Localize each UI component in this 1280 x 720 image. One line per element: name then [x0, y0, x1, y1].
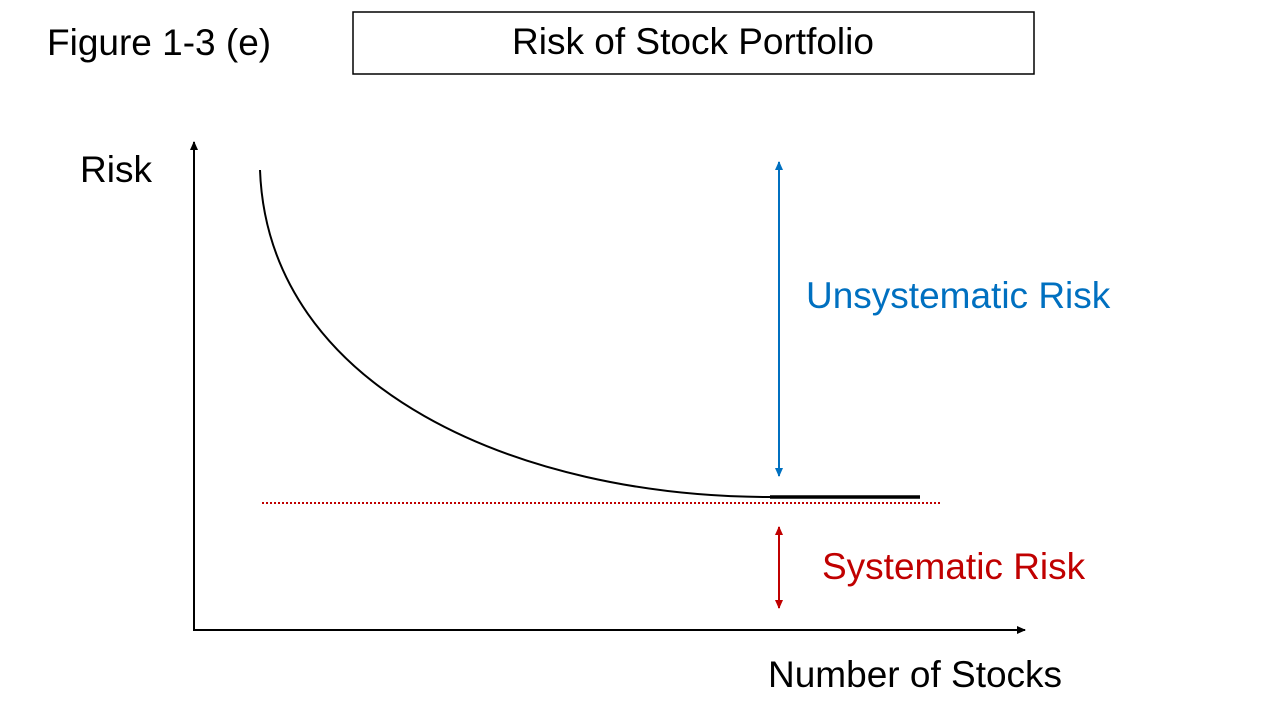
title: Risk of Stock Portfolio: [512, 21, 874, 62]
x-axis-label: Number of Stocks: [768, 654, 1062, 695]
figure-label: Figure 1-3 (e): [47, 22, 271, 63]
title-box: [352, 11, 1035, 75]
unsystematic-label: Unsystematic Risk: [806, 275, 1111, 316]
risk-curve: [259, 169, 920, 498]
y-axis-label: Risk: [80, 149, 152, 190]
systematic-label: Systematic Risk: [822, 546, 1086, 587]
